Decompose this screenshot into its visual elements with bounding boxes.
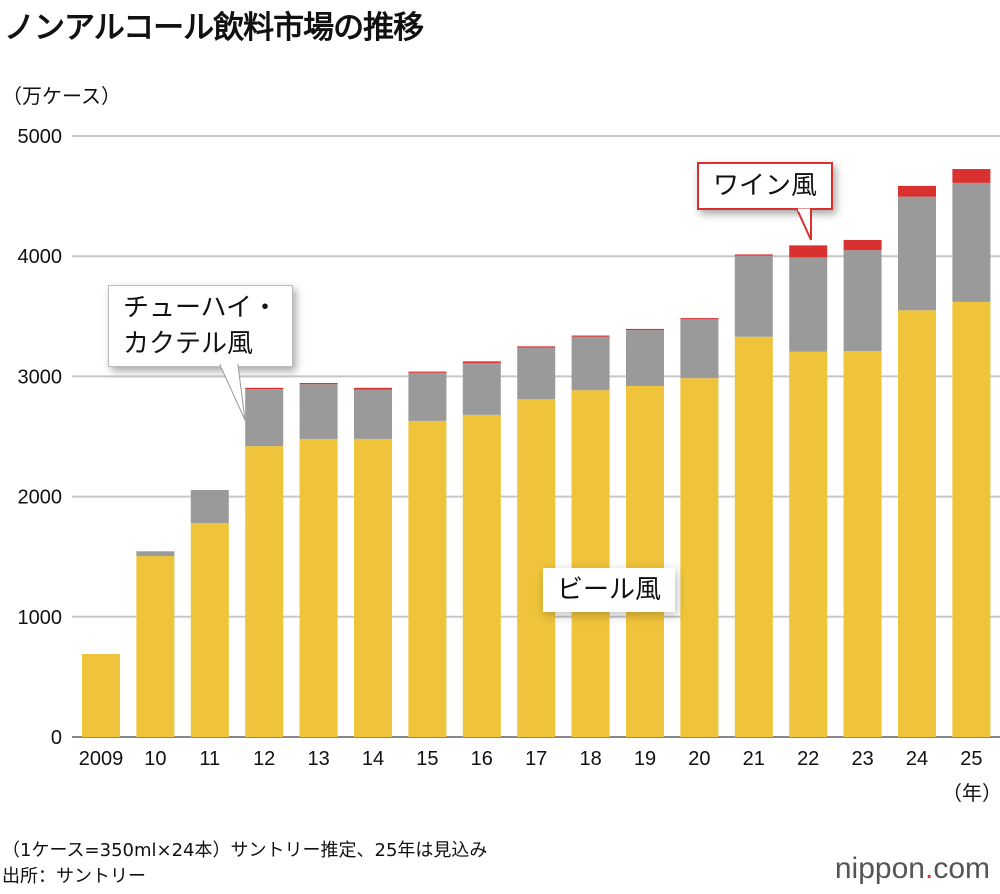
y-tick-label: 3000 <box>18 366 63 388</box>
bar-segment-chuhai-16 <box>462 363 501 415</box>
bar-segment-wine-13 <box>299 383 338 385</box>
bar-segment-beer-23 <box>843 351 882 737</box>
chart-title: ノンアルコール飲料市場の推移 <box>4 10 424 46</box>
x-tick-label: 14 <box>362 748 384 770</box>
bar-segment-wine-17 <box>517 346 556 348</box>
bar-segment-chuhai-13 <box>299 384 338 439</box>
bar-segment-chuhai-11 <box>190 489 229 524</box>
y-axis-unit-label: （万ケース） <box>2 84 121 108</box>
x-tick-label: 20 <box>688 748 710 770</box>
bar-segment-beer-15 <box>408 420 447 737</box>
bar-segment-chuhai-14 <box>354 389 392 439</box>
bar-segment-chuhai-20 <box>680 319 719 379</box>
bar-segment-beer-11 <box>190 523 229 737</box>
bar-segment-wine-14 <box>354 387 392 390</box>
nippon-logo: nippon.com <box>834 852 990 885</box>
bar-segment-wine-16 <box>462 361 501 364</box>
bar-segment-chuhai-19 <box>626 330 664 387</box>
y-tick-label: 2000 <box>18 487 63 509</box>
x-tick-label: 2009 <box>79 748 124 770</box>
bar-segment-wine-12 <box>245 387 284 390</box>
bar-segment-chuhai-10 <box>136 551 175 557</box>
x-tick-label: 22 <box>797 748 819 770</box>
bar-segment-wine-15 <box>408 371 447 373</box>
bar-segment-wine-18 <box>571 335 610 337</box>
source-note: 出所：サントリー <box>2 866 146 887</box>
callout-wine: ワイン風 <box>697 162 834 210</box>
y-tick-label: 1000 <box>18 607 63 629</box>
bar-segment-wine-20 <box>680 318 719 320</box>
x-tick-label: 24 <box>906 748 928 770</box>
bar-segment-beer-21 <box>734 336 773 737</box>
bar-segment-beer-19 <box>626 386 664 737</box>
x-tick-label: 19 <box>634 748 656 770</box>
bar-segment-wine-19 <box>626 328 664 331</box>
x-tick-label: 25 <box>960 748 982 770</box>
bar-segment-beer-13 <box>299 438 338 737</box>
bar-segment-chuhai-18 <box>571 336 610 391</box>
bar-segment-chuhai-12 <box>245 389 284 447</box>
callout-chuhai-line1: チューハイ・ <box>123 293 278 323</box>
bar-segment-beer-2009 <box>82 654 120 737</box>
bar-segment-chuhai-22 <box>789 257 828 352</box>
bar-segment-chuhai-24 <box>898 196 936 311</box>
bar-segment-beer-22 <box>789 351 828 737</box>
bar-segment-chuhai-23 <box>843 250 882 352</box>
x-tick-label: 11 <box>199 748 220 770</box>
bar-segment-wine-22 <box>789 245 828 258</box>
x-tick-label: 13 <box>307 748 329 770</box>
bar-segment-beer-16 <box>462 414 501 737</box>
x-tick-label: 21 <box>743 748 765 770</box>
x-tick-label: 10 <box>144 748 166 770</box>
x-tick-label: 12 <box>253 748 275 770</box>
bar-segment-beer-25 <box>952 301 991 737</box>
callout-beer: ビール風 <box>543 568 676 612</box>
x-tick-label: 16 <box>471 748 493 770</box>
bar-segment-wine-24 <box>898 185 936 197</box>
x-axis-unit-label: （年） <box>942 782 1000 805</box>
bar-segment-chuhai-15 <box>408 372 447 421</box>
bar-segment-beer-12 <box>245 446 284 737</box>
bar-segment-beer-20 <box>680 378 719 737</box>
x-tick-label: 17 <box>525 748 547 770</box>
bar-segment-wine-21 <box>734 254 773 256</box>
y-tick-label: 5000 <box>18 126 63 148</box>
callout-chuhai: チューハイ・ カクテル風 <box>108 285 293 367</box>
bar-segment-chuhai-21 <box>734 255 773 337</box>
bar-segment-wine-23 <box>843 239 882 251</box>
y-tick-label: 0 <box>51 727 62 749</box>
y-tick-label: 4000 <box>18 246 63 268</box>
footnote: （1ケース=350ml×24本）サントリー推定、25年は見込み <box>2 840 488 861</box>
callout-chuhai-line2: カクテル風 <box>123 329 254 359</box>
x-tick-label: 15 <box>416 748 438 770</box>
bar-segment-chuhai-17 <box>517 347 556 400</box>
bar-segment-wine-25 <box>952 169 991 183</box>
bar-segment-beer-10 <box>136 556 175 737</box>
bar-segment-chuhai-25 <box>952 182 991 302</box>
bar-segment-beer-14 <box>354 438 392 737</box>
bar-segment-beer-18 <box>571 390 610 737</box>
x-tick-label: 18 <box>579 748 601 770</box>
bar-segment-beer-24 <box>898 310 936 737</box>
x-tick-label: 23 <box>851 748 873 770</box>
